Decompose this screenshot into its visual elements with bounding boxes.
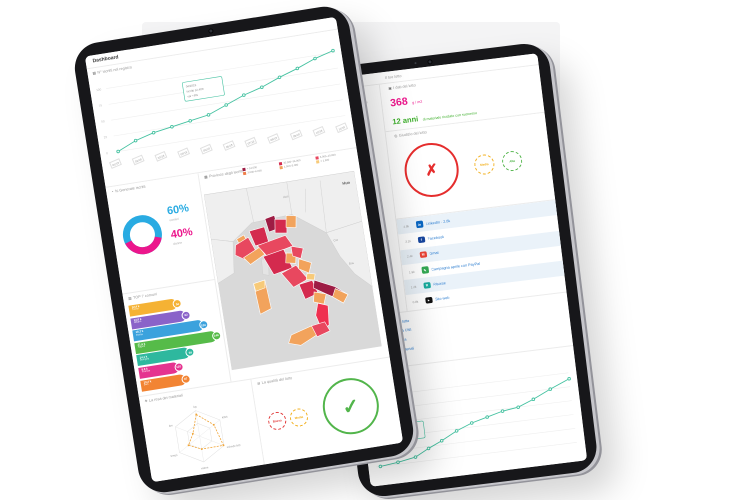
left-screen: Dashboard ▤ N° iscritti nel registro 100 bbox=[84, 16, 404, 483]
quality-level-media: Media bbox=[473, 153, 496, 176]
svg-text:04/2018: 04/2018 bbox=[185, 83, 196, 89]
legend-swatch bbox=[315, 156, 319, 160]
chart-icon: ▤ bbox=[92, 71, 97, 76]
bar-badge: 62 bbox=[180, 309, 192, 321]
donut-label-1: uomini bbox=[169, 216, 180, 223]
radar-chart: kg kWh schede MC valore tempi km bbox=[169, 404, 241, 470]
map-title: Province degli iscritti bbox=[208, 169, 244, 179]
quality-level-media: Media bbox=[288, 407, 310, 428]
check-mark-icon: ✓ bbox=[340, 394, 361, 419]
right-quality-title: Giudizio del lotto bbox=[398, 130, 427, 138]
svg-text:75: 75 bbox=[98, 103, 102, 108]
bar-chart-panel: ▥ TOP 7 comuni 12.4 k Torino 54 13.8 k Mil… bbox=[122, 278, 232, 397]
left-quality-title: La qualità del lotto bbox=[261, 376, 293, 385]
radar-icon: ✳ bbox=[144, 398, 148, 404]
italy-choropleth-map: Aus Hun Cro Bos bbox=[203, 170, 382, 371]
bar-chart-title: TOP 7 comuni bbox=[132, 292, 158, 300]
bar-badge: 104 bbox=[198, 319, 209, 331]
bar-badge: 68 bbox=[185, 347, 196, 358]
website-icon: ▸ bbox=[425, 296, 433, 305]
stat-years-label: di materiale riciclato con successo bbox=[422, 111, 478, 122]
resources-icon: R bbox=[423, 281, 431, 289]
svg-text:schede MC: schede MC bbox=[226, 443, 241, 449]
legend-swatch bbox=[242, 172, 247, 176]
linkedin-icon: in bbox=[415, 220, 424, 229]
x-mark-icon: ✗ bbox=[424, 161, 439, 180]
radar-panel: ✳ La resa dei materiali bbox=[138, 378, 265, 483]
facebook-icon: f bbox=[417, 236, 425, 244]
svg-text:var +8%: var +8% bbox=[187, 93, 199, 99]
line-chart-title: N° iscritti nel registro bbox=[97, 65, 133, 75]
stats-title: I dati del lotto bbox=[393, 83, 416, 91]
line-chart: 100 75 50 25 0 bbox=[96, 48, 346, 155]
donut-title: % Generale iscritti bbox=[114, 184, 146, 194]
camera-icon bbox=[428, 60, 432, 64]
chart-tooltip: 04/2018 iscritti 12.400 var +8% bbox=[182, 76, 225, 102]
map-icon: ▦ bbox=[203, 174, 208, 180]
svg-text:kg: kg bbox=[193, 404, 197, 408]
donut-icon: ◔ bbox=[111, 189, 114, 195]
bars-icon: ▥ bbox=[127, 296, 132, 301]
stat-weight-unit: g / m2 bbox=[412, 99, 423, 105]
svg-text:kWh: kWh bbox=[222, 415, 229, 420]
svg-text:Aus: Aus bbox=[283, 194, 289, 199]
svg-text:50: 50 bbox=[101, 119, 105, 124]
legend-swatch bbox=[242, 167, 246, 172]
line-chart-panel: ▤ N° iscritti nel registro 100 75 50 bbox=[86, 29, 357, 188]
svg-text:iscritti 12.400: iscritti 12.400 bbox=[186, 87, 204, 94]
donut-panel: ◔ % Generale iscritti 60% uomini 40% don… bbox=[105, 173, 216, 294]
gmail-icon: M bbox=[419, 251, 427, 259]
page-title: Dashboard bbox=[92, 54, 119, 65]
svg-text:km: km bbox=[169, 423, 174, 428]
tablet-left: Dashboard ▤ N° iscritti nel registro 100 bbox=[71, 3, 417, 496]
quality-icon: ◎ bbox=[256, 381, 261, 386]
pencil-icon: ✎ bbox=[421, 266, 429, 274]
stat-years-value: 12 anni bbox=[391, 114, 419, 127]
stat-weight-value: 368 bbox=[389, 95, 409, 110]
quality-level-bassa: Bassa bbox=[266, 410, 288, 432]
donut-label-2: donne bbox=[172, 240, 183, 246]
svg-text:Cro: Cro bbox=[333, 238, 339, 243]
quality-level-alta: Alta bbox=[501, 149, 524, 173]
svg-text:25: 25 bbox=[103, 135, 107, 140]
map-panel: ▦ Province degli iscritti > 14.000 10.00… bbox=[198, 148, 390, 382]
bar-chart: 12.4 k Torino 54 13.8 k Milano 62 bbox=[128, 292, 227, 393]
bar-badge: 87 bbox=[180, 373, 191, 384]
stats-icon: ▣ bbox=[388, 86, 393, 91]
svg-text:tempi: tempi bbox=[170, 453, 178, 458]
svg-text:Hun: Hun bbox=[342, 180, 351, 186]
svg-text:Bos: Bos bbox=[349, 261, 355, 266]
donut-value-2: 40% bbox=[169, 225, 194, 242]
bar-badge: 146 bbox=[211, 330, 222, 341]
svg-text:valore: valore bbox=[201, 465, 210, 470]
right-header-title: Il tuo lotto bbox=[384, 73, 402, 80]
tablet-left-bezel: Dashboard ▤ N° iscritti nel registro 100 bbox=[71, 3, 417, 496]
bar-badge: 54 bbox=[172, 298, 183, 309]
quality-selected-bassa: ✗ bbox=[401, 139, 462, 201]
donut-chart bbox=[122, 215, 162, 255]
camera-icon bbox=[413, 62, 417, 65]
legend-swatch bbox=[278, 162, 283, 166]
camera-icon bbox=[209, 29, 213, 33]
legend-swatch bbox=[316, 160, 320, 164]
quality-icon: ◎ bbox=[394, 133, 398, 139]
donut-value-1: 60% bbox=[166, 202, 190, 218]
legend-swatch bbox=[279, 166, 283, 170]
quality-selected-alta: ✓ bbox=[318, 374, 383, 439]
svg-text:100: 100 bbox=[96, 87, 102, 92]
bar-badge: 120 bbox=[173, 361, 184, 373]
svg-text:0: 0 bbox=[106, 151, 109, 155]
